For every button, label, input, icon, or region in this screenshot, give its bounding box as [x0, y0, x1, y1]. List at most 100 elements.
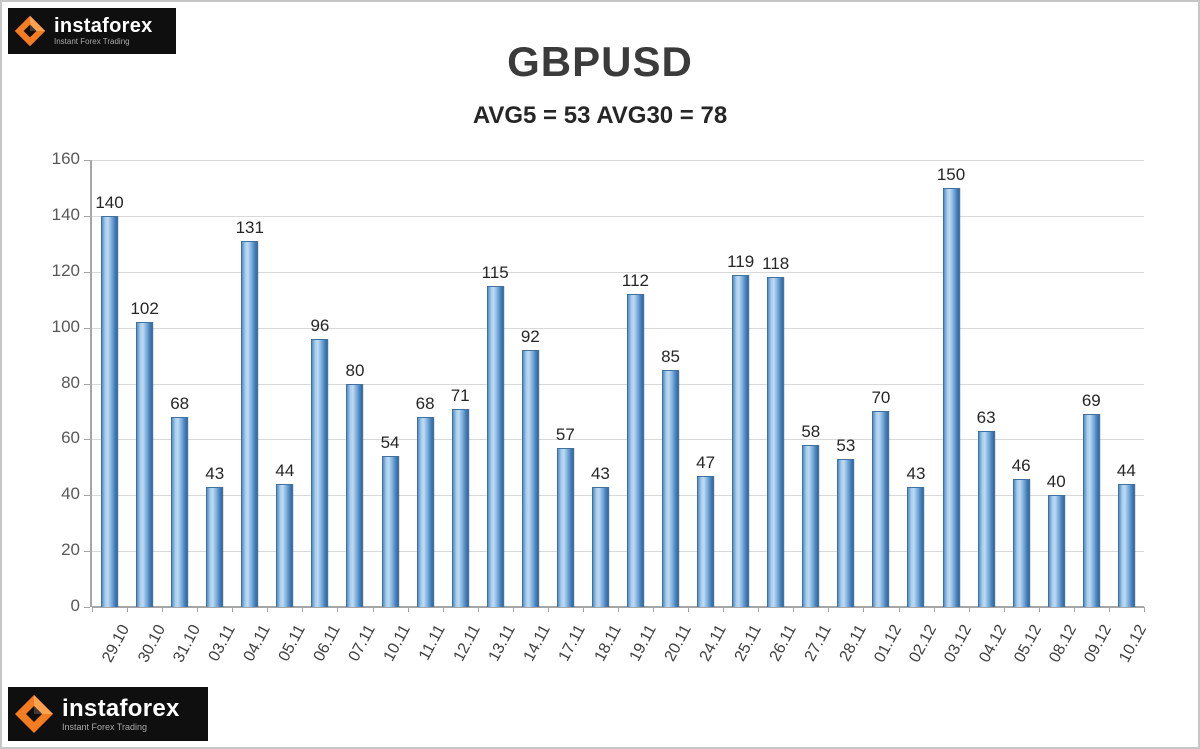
bar	[1117, 484, 1135, 607]
y-axis-tick	[84, 271, 90, 273]
x-axis-tick	[828, 607, 830, 612]
bar-column: 46	[1004, 160, 1039, 607]
bar	[486, 285, 504, 607]
x-label-cell: 02.12	[896, 612, 940, 698]
x-label-cell: 09.12	[1072, 612, 1115, 698]
x-axis-tick	[618, 607, 619, 612]
x-axis-labels: 29.10 30.10 31.10 03.11 04.11 05.11 06.11 07.11…	[90, 612, 1151, 698]
x-axis-tick	[232, 607, 234, 612]
bar-value-label: 112	[621, 271, 650, 291]
x-label-cell: 25.11	[721, 612, 764, 698]
brand-tagline: Instant Forex Trading	[62, 721, 148, 732]
gridline	[92, 439, 1144, 441]
bar-column: 112	[618, 160, 653, 607]
bar-chart-plot-area: 0 20 40 60 80 100 120 140 160 140 102 68 43 131 44 96 80…	[52, 149, 1145, 615]
bar	[521, 349, 539, 607]
x-axis-tick	[1108, 607, 1110, 612]
bar-value-label: 118	[762, 254, 790, 274]
bar-value-label: 70	[871, 388, 891, 408]
bar-column: 80	[337, 160, 372, 607]
bar-column: 92	[513, 160, 548, 607]
x-label-cell: 26.11	[756, 612, 799, 698]
x-axis-tick	[162, 607, 164, 612]
x-axis-tick	[1038, 607, 1040, 612]
bar	[276, 484, 294, 607]
bar-column: 69	[1074, 160, 1109, 607]
x-axis-tick	[1144, 607, 1145, 612]
bar-value-label: 46	[1011, 455, 1031, 475]
bar-value-label: 71	[450, 385, 470, 405]
gridline	[92, 271, 1144, 273]
y-axis-label: 0	[70, 596, 80, 615]
x-axis-tick	[127, 607, 129, 612]
x-label-cell: 20.11	[651, 612, 694, 698]
x-label-cell: 01.12	[861, 612, 905, 698]
bar-value-label: 54	[380, 433, 400, 453]
bar-value-label: 43	[205, 463, 225, 483]
bar-column: 71	[443, 160, 478, 607]
x-axis-tick	[337, 607, 339, 612]
x-label-cell: 30.10	[125, 612, 169, 698]
bar-column: 102	[127, 160, 162, 607]
y-axis-label: 60	[61, 428, 80, 448]
bar	[1047, 495, 1065, 607]
x-label-cell: 05.11	[265, 612, 309, 698]
gridline	[92, 160, 1144, 161]
gridline	[92, 327, 1144, 329]
x-axis-tick	[758, 607, 760, 612]
x-axis-tick	[898, 607, 900, 612]
brand-name: instaforex	[62, 694, 180, 722]
y-axis-label: 140	[51, 204, 80, 224]
bar-column: 96	[302, 160, 337, 607]
bar-column: 68	[162, 160, 197, 607]
bar-column: 43	[583, 160, 618, 607]
bar-value-label: 80	[345, 360, 365, 380]
bar-value-label: 96	[310, 315, 330, 335]
x-label-cell: 10.12	[1107, 612, 1151, 698]
y-axis-tick	[84, 327, 90, 329]
bar-column: 40	[1039, 160, 1074, 607]
x-axis-tick	[582, 607, 584, 612]
x-axis-tick	[442, 607, 444, 612]
bar	[662, 369, 680, 607]
y-axis-tick	[84, 383, 90, 385]
bar-value-label: 85	[661, 346, 680, 366]
y-axis-tick	[84, 495, 90, 497]
bar-column: 118	[758, 160, 793, 607]
bar-column: 68	[408, 160, 443, 607]
y-axis-tick	[84, 607, 90, 608]
x-label-cell: 10.11	[371, 612, 414, 698]
bar	[381, 456, 399, 607]
bar	[171, 417, 189, 607]
bar-value-label: 44	[1116, 461, 1136, 481]
x-axis-tick	[512, 607, 514, 612]
bar-column: 43	[898, 160, 933, 607]
x-label-cell: 14.11	[511, 612, 554, 698]
bar-value-label: 92	[520, 326, 540, 346]
gridline	[92, 215, 1144, 217]
x-label-cell: 27.11	[791, 612, 835, 698]
bar-value-label: 58	[801, 421, 821, 441]
bar	[591, 486, 609, 607]
x-axis-tick	[1003, 607, 1005, 612]
x-label-cell: 29.10	[90, 612, 134, 698]
x-label-cell: 11.11	[406, 612, 449, 698]
bar	[556, 447, 574, 607]
chart-title: GBPUSD	[507, 38, 693, 85]
x-axis-tick	[793, 607, 795, 612]
x-axis-tick	[968, 607, 970, 612]
bar-column: 140	[92, 160, 127, 607]
x-axis-tick	[547, 607, 549, 612]
x-label-cell: 06.11	[300, 612, 344, 698]
bar-column: 44	[267, 160, 302, 607]
x-label-cell: 03.11	[195, 612, 238, 698]
bar	[942, 187, 960, 607]
x-label-cell: 07.11	[335, 612, 379, 698]
bar-value-label: 43	[906, 463, 926, 483]
bar-value-label: 140	[95, 192, 124, 212]
gridline	[92, 383, 1144, 385]
y-axis-label: 20	[61, 540, 80, 560]
x-axis-tick	[653, 607, 655, 612]
y-axis-tick	[84, 160, 90, 161]
